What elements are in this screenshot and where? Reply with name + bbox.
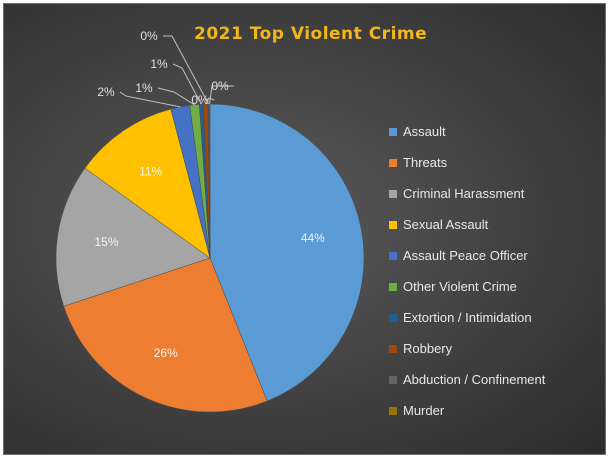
legend-swatch (389, 127, 397, 136)
legend-swatch (389, 158, 397, 167)
pie-slice-criminal-harassment (55, 167, 211, 307)
legend-swatch (389, 344, 397, 353)
pie-slice-threats (63, 257, 268, 413)
legend-label: Criminal Harassment (403, 186, 525, 201)
legend-item-abduction-confinement: Abduction / Confinement (389, 364, 545, 395)
chart-legend: Assault Threats Criminal Harassment Sexual … (389, 116, 545, 426)
legend-swatch (389, 313, 397, 322)
data-label-other-violent-crime: 1% (135, 81, 153, 95)
pie-chart: 44%26%15%11%2% 1%1%0%0%0% (55, 29, 365, 413)
legend-swatch (389, 251, 397, 260)
legend-item-murder: Murder (389, 395, 545, 426)
legend-item-extortion-intimidation: Extortion / Intimidation (389, 302, 545, 333)
data-label-abduction-confinement: 0% (140, 29, 158, 43)
legend-item-robbery: Robbery (389, 333, 545, 364)
legend-label: Assault (403, 124, 446, 139)
leader-line-murder (209, 85, 234, 105)
legend-label: Threats (403, 155, 448, 170)
legend-label: Robbery (403, 341, 453, 356)
chart-frame: 44% 26% 15% 11% 2% 1% 1% 0% 0% 0% 2021 Top Violen… (3, 3, 606, 455)
leader-line-extortion-intimidation (172, 63, 202, 105)
legend-item-criminal-harassment: Criminal Harassment (389, 178, 545, 209)
legend-label: Sexual Assault (403, 217, 489, 232)
leader-line-abduction-confinement (163, 35, 209, 105)
data-label-threats: 26% (154, 346, 178, 360)
data-label-sexual-assault: 11% (139, 165, 162, 179)
legend-label: Murder (403, 403, 445, 418)
legend-label: Extortion / Intimidation (403, 310, 532, 325)
chart-title: 2021 Top Violent Crime (194, 24, 428, 44)
pie-slice-sexual-assault (84, 108, 211, 259)
legend-label: Abduction / Confinement (403, 372, 546, 387)
legend-item-assault-peace-officer: Assault Peace Officer (389, 240, 545, 271)
legend-item-threats: Threats (389, 147, 545, 178)
legend-label: Assault Peace Officer (403, 248, 528, 263)
data-label-extortion-intimidation: 1% (150, 57, 168, 71)
data-label-murder: 0% (211, 79, 229, 93)
legend-label: Other Violent Crime (403, 279, 517, 294)
legend-swatch (389, 220, 397, 229)
data-label-assault: 44% (301, 231, 325, 245)
legend-swatch (389, 282, 397, 291)
legend-swatch (389, 189, 397, 198)
legend-item-other-violent-crime: Other Violent Crime (389, 271, 545, 302)
legend-item-sexual-assault: Sexual Assault (389, 209, 545, 240)
legend-swatch (389, 375, 397, 384)
data-label-assault-peace-officer: 2% (97, 85, 115, 99)
pie-slice-assault (209, 103, 365, 402)
leader-line-robbery (205, 97, 215, 105)
data-label-criminal-harassment: 15% (94, 235, 118, 249)
leader-line-assault-peace-officer (119, 91, 181, 108)
leader-line-other-violent-crime (157, 87, 195, 106)
legend-swatch (389, 406, 397, 415)
legend-item-assault: Assault (389, 116, 545, 147)
